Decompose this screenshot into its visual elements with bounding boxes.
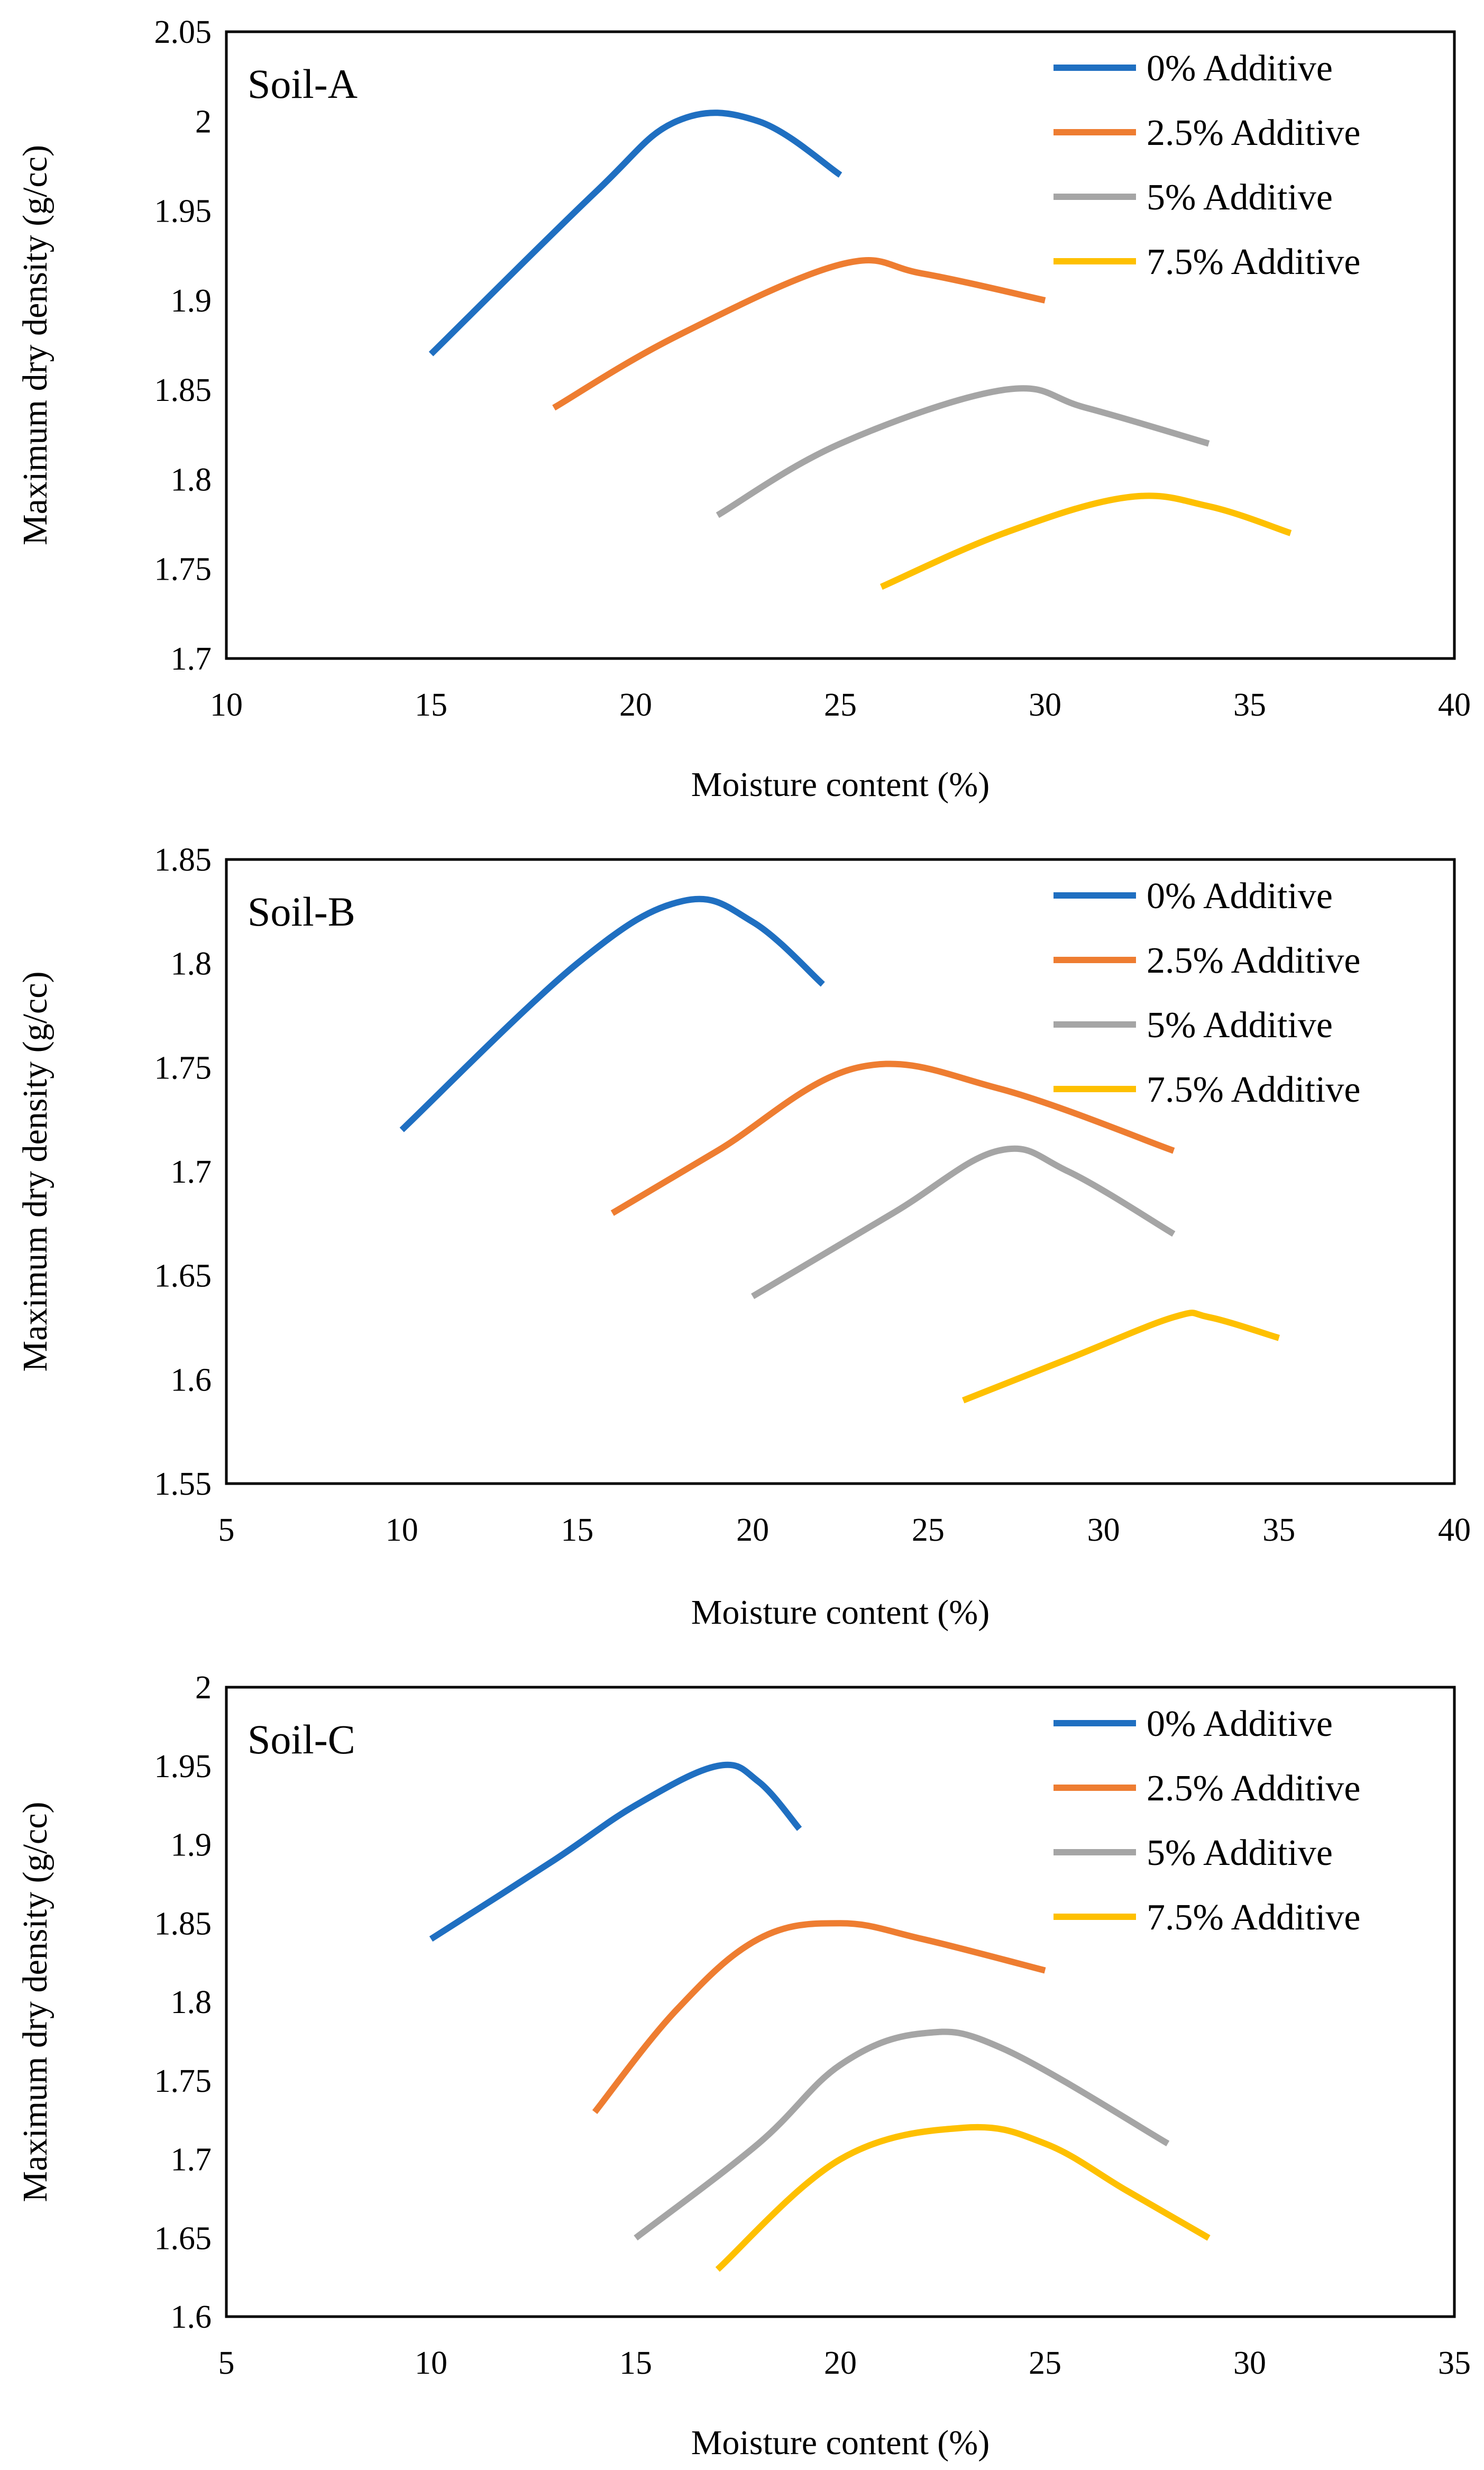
legend-entry: 0% Additive xyxy=(1147,1704,1333,1744)
y-tick-label: 1.7 xyxy=(171,1154,212,1190)
y-axis-label: Maximum dry density (g/cc) xyxy=(16,1801,54,2202)
x-tick-label: 15 xyxy=(415,687,447,723)
x-tick-label: 40 xyxy=(1438,1512,1471,1548)
x-tick-label: 35 xyxy=(1438,2345,1471,2381)
y-tick-label: 1.75 xyxy=(154,552,212,588)
y-tick-label: 1.55 xyxy=(154,1466,212,1502)
x-tick-label: 35 xyxy=(1262,1512,1295,1548)
legend-entry: 7.5% Additive xyxy=(1147,242,1360,282)
y-tick-label: 1.7 xyxy=(171,2142,212,2178)
y-tick-label: 1.8 xyxy=(171,462,212,498)
series-line-2-5-additive xyxy=(610,1060,1175,1216)
legend: 0% Additive 2.5% Additive 5% Additive 7.5% … xyxy=(1054,48,1360,282)
y-tick-label: 1.6 xyxy=(171,1362,212,1398)
legend-entry: 7.5% Additive xyxy=(1147,1897,1360,1938)
x-tick-label: 25 xyxy=(912,1512,945,1548)
x-axis-label: Moisture content (%) xyxy=(691,2423,990,2462)
series-line-2-5-additive xyxy=(592,1920,1046,2115)
x-tick-label: 5 xyxy=(218,1512,235,1548)
legend-entry: 7.5% Additive xyxy=(1147,1069,1360,1110)
series-line-5-additive xyxy=(716,385,1210,518)
plot-area-frame xyxy=(225,858,1456,1485)
x-tick-label: 30 xyxy=(1233,2345,1266,2381)
legend: 0% Additive 2.5% Additive 5% Additive 7.5% … xyxy=(1054,1704,1360,1938)
x-tick-label: 40 xyxy=(1438,687,1471,723)
x-axis-label: Moisture content (%) xyxy=(691,765,990,804)
x-tick-label: 10 xyxy=(386,1512,418,1548)
legend: 0% Additive 2.5% Additive 5% Additive 7.5% … xyxy=(1054,876,1360,1110)
y-tick-label: 1.7 xyxy=(171,641,212,677)
series-line-0-additive xyxy=(399,895,825,1132)
panel-title: Soil-B xyxy=(248,889,355,935)
x-tick-label: 20 xyxy=(619,687,652,723)
chart-panel-soil-b: 1.55 1.6 1.65 1.7 1.75 1.8 1.85 5 10 15 20 25 30 35 40… xyxy=(16,842,1471,1632)
x-tick-label: 25 xyxy=(1029,2345,1061,2381)
x-tick-label: 35 xyxy=(1233,687,1266,723)
series-line-0-additive xyxy=(428,109,842,356)
x-tick-label: 15 xyxy=(619,2345,652,2381)
y-tick-label: 2 xyxy=(195,104,212,140)
legend-entry: 5% Additive xyxy=(1147,1005,1333,1046)
series-line-2-5-additive xyxy=(552,257,1046,411)
y-axis-label: Maximum dry density (g/cc) xyxy=(16,145,54,545)
series-line-5-additive xyxy=(634,2028,1170,2241)
legend-entry: 2.5% Additive xyxy=(1147,113,1360,153)
y-tick-label: 1.85 xyxy=(154,372,212,408)
y-tick-label: 1.65 xyxy=(154,2220,212,2256)
x-tick-label: 20 xyxy=(736,1512,769,1548)
y-tick-label: 1.85 xyxy=(154,1906,212,1942)
series-line-0-additive xyxy=(429,1761,802,1942)
series-line-7-5-additive xyxy=(961,1310,1280,1404)
y-tick-label: 1.6 xyxy=(171,2299,212,2335)
legend-entry: 0% Additive xyxy=(1147,876,1333,917)
y-tick-label: 1.85 xyxy=(154,842,212,878)
series-line-7-5-additive xyxy=(880,492,1292,590)
x-tick-label: 30 xyxy=(1087,1512,1120,1548)
x-tick-label: 15 xyxy=(561,1512,593,1548)
y-tick-label: 1.75 xyxy=(154,2063,212,2099)
legend-entry: 2.5% Additive xyxy=(1147,1768,1360,1809)
y-axis-label: Maximum dry density (g/cc) xyxy=(16,971,54,1371)
plot-area-frame xyxy=(225,30,1456,660)
x-tick-label: 25 xyxy=(824,687,857,723)
y-tick-label: 1.65 xyxy=(154,1258,212,1294)
y-tick-label: 1.95 xyxy=(154,1749,212,1785)
panel-title: Soil-C xyxy=(248,1716,355,1762)
legend-entry: 2.5% Additive xyxy=(1147,940,1360,981)
y-tick-label: 2 xyxy=(195,1670,212,1706)
y-tick-label: 2.05 xyxy=(154,14,212,50)
y-tick-label: 1.8 xyxy=(171,946,212,982)
chart-panel-soil-a: 1.7 1.75 1.8 1.85 1.9 1.95 2 2.05 10 15 20 25 30 35 40… xyxy=(16,14,1471,804)
y-tick-label: 1.95 xyxy=(154,194,212,230)
y-tick-label: 1.9 xyxy=(171,1827,212,1863)
y-tick-label: 1.9 xyxy=(171,283,212,319)
x-tick-label: 10 xyxy=(210,687,243,723)
plot-area-frame xyxy=(225,1686,1456,2318)
x-axis-label: Moisture content (%) xyxy=(691,1593,990,1632)
legend-entry: 5% Additive xyxy=(1147,177,1333,218)
x-tick-label: 30 xyxy=(1029,687,1061,723)
y-tick-label: 1.75 xyxy=(154,1050,212,1086)
x-tick-label: 10 xyxy=(415,2345,447,2381)
series-line-5-additive xyxy=(751,1145,1176,1300)
legend-entry: 0% Additive xyxy=(1147,48,1333,89)
series-line-7-5-additive xyxy=(715,2124,1211,2272)
x-tick-label: 20 xyxy=(824,2345,857,2381)
legend-entry: 5% Additive xyxy=(1147,1833,1333,1873)
panel-title: Soil-A xyxy=(248,61,358,107)
y-tick-label: 1.8 xyxy=(171,1984,212,2020)
x-tick-label: 5 xyxy=(218,2345,235,2381)
